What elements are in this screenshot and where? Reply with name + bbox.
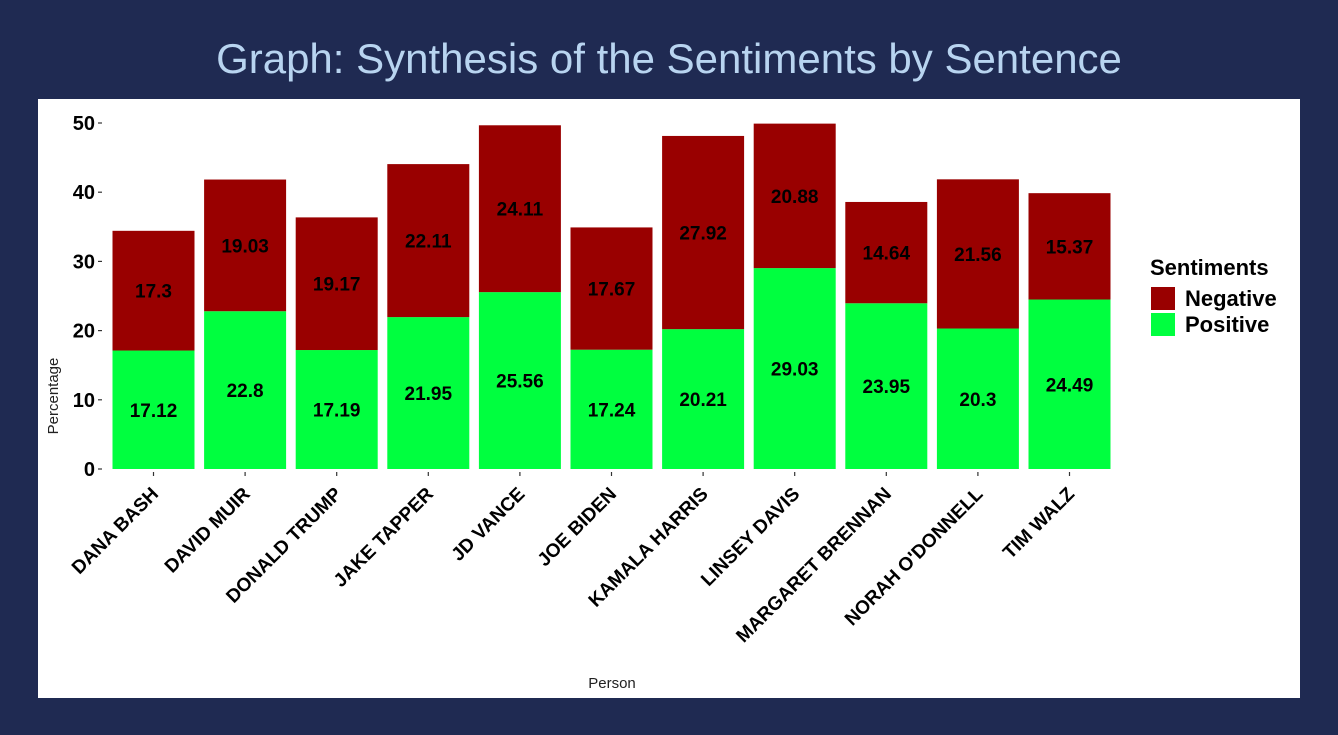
data-label-positive: 25.56	[496, 372, 544, 393]
bar-labels: 17.12 17.3 22.8 19.03 17.19 19.17 21.95 22.11 25…	[130, 187, 1094, 422]
data-label-negative: 14.64	[863, 244, 911, 265]
data-label-negative: 20.88	[771, 187, 819, 208]
y-tick-label: 20	[73, 321, 95, 343]
data-label-positive: 20.3	[959, 390, 996, 411]
x-tick-label: DANA BASH	[68, 484, 163, 579]
y-tick-label: 0	[84, 459, 95, 481]
legend-title: Sentiments	[1150, 255, 1269, 280]
bar-negative	[570, 227, 653, 350]
x-tick-label: DAVID MUIR	[161, 483, 255, 577]
chart-panel: 0 10 20 30 40 50 17.12 17.3 22.8 19.03 17.19 19.17…	[38, 99, 1300, 698]
bar-positive	[1028, 299, 1111, 469]
data-label-positive: 20.21	[679, 390, 727, 411]
bar-positive	[387, 317, 470, 469]
data-label-positive: 23.95	[863, 377, 911, 398]
x-axis-title: Person	[588, 675, 636, 692]
bar-negative	[204, 179, 287, 312]
bar-negative	[753, 123, 836, 269]
x-tick-label: JOE BIDEN	[534, 484, 621, 571]
bar-negative	[845, 201, 928, 304]
data-label-negative: 19.03	[221, 236, 269, 257]
page-title: Graph: Synthesis of the Sentiments by Se…	[216, 35, 1122, 82]
data-label-positive: 17.19	[313, 401, 361, 422]
bar-negative	[112, 230, 195, 351]
data-label-negative: 17.3	[135, 282, 172, 303]
bar-positive	[753, 268, 836, 469]
y-tick-label: 40	[73, 182, 95, 204]
x-tick-label: JAKE TAPPER	[330, 483, 438, 591]
bar-positive	[662, 329, 745, 469]
legend-label-negative: Negative	[1185, 286, 1277, 311]
data-label-negative: 17.67	[588, 280, 636, 301]
y-tick-label: 50	[73, 113, 95, 135]
bar-positive	[478, 292, 561, 469]
bar-negative	[478, 125, 561, 293]
data-label-positive: 17.24	[588, 400, 636, 421]
bar-positive	[845, 303, 928, 469]
bar-negative	[1028, 193, 1111, 300]
legend-swatch-negative	[1151, 287, 1175, 310]
y-tick-label: 30	[73, 251, 95, 273]
bar-positive	[936, 328, 1019, 469]
bar-positive	[204, 311, 287, 469]
x-tick-label: TIM WALZ	[999, 483, 1079, 563]
data-label-negative: 22.11	[405, 232, 452, 253]
bar-negative	[936, 179, 1019, 329]
x-tick-label: JD VANCE	[448, 484, 530, 566]
data-label-positive: 22.8	[227, 381, 264, 402]
data-label-negative: 27.92	[679, 224, 727, 245]
data-label-positive: 17.12	[130, 401, 178, 422]
data-label-negative: 24.11	[497, 200, 544, 221]
data-label-positive: 29.03	[771, 360, 819, 381]
bar-positive	[112, 350, 195, 469]
bar-positive	[570, 349, 653, 469]
y-axis-title: Percentage	[45, 358, 62, 435]
data-label-negative: 15.37	[1046, 237, 1094, 258]
x-tick-label: LINSEY DAVIS	[697, 484, 804, 591]
bars	[112, 123, 1111, 469]
bar-positive	[295, 350, 378, 469]
bar-negative	[662, 135, 745, 330]
x-tick-label: MARGARET BRENNAN	[732, 484, 895, 647]
data-label-positive: 24.49	[1046, 375, 1094, 396]
y-tick-label: 10	[73, 390, 95, 412]
data-label-positive: 21.95	[405, 384, 453, 405]
legend-swatch-positive	[1151, 313, 1175, 336]
data-label-negative: 19.17	[313, 275, 361, 296]
stacked-bar-chart: 0 10 20 30 40 50 17.12 17.3 22.8 19.03 17.19 19.17…	[45, 113, 1277, 692]
legend-label-positive: Positive	[1185, 312, 1269, 337]
bar-negative	[295, 217, 378, 351]
bar-negative	[387, 164, 470, 318]
y-axis: 0 10 20 30 40 50	[73, 113, 102, 481]
data-label-negative: 21.56	[954, 245, 1002, 266]
